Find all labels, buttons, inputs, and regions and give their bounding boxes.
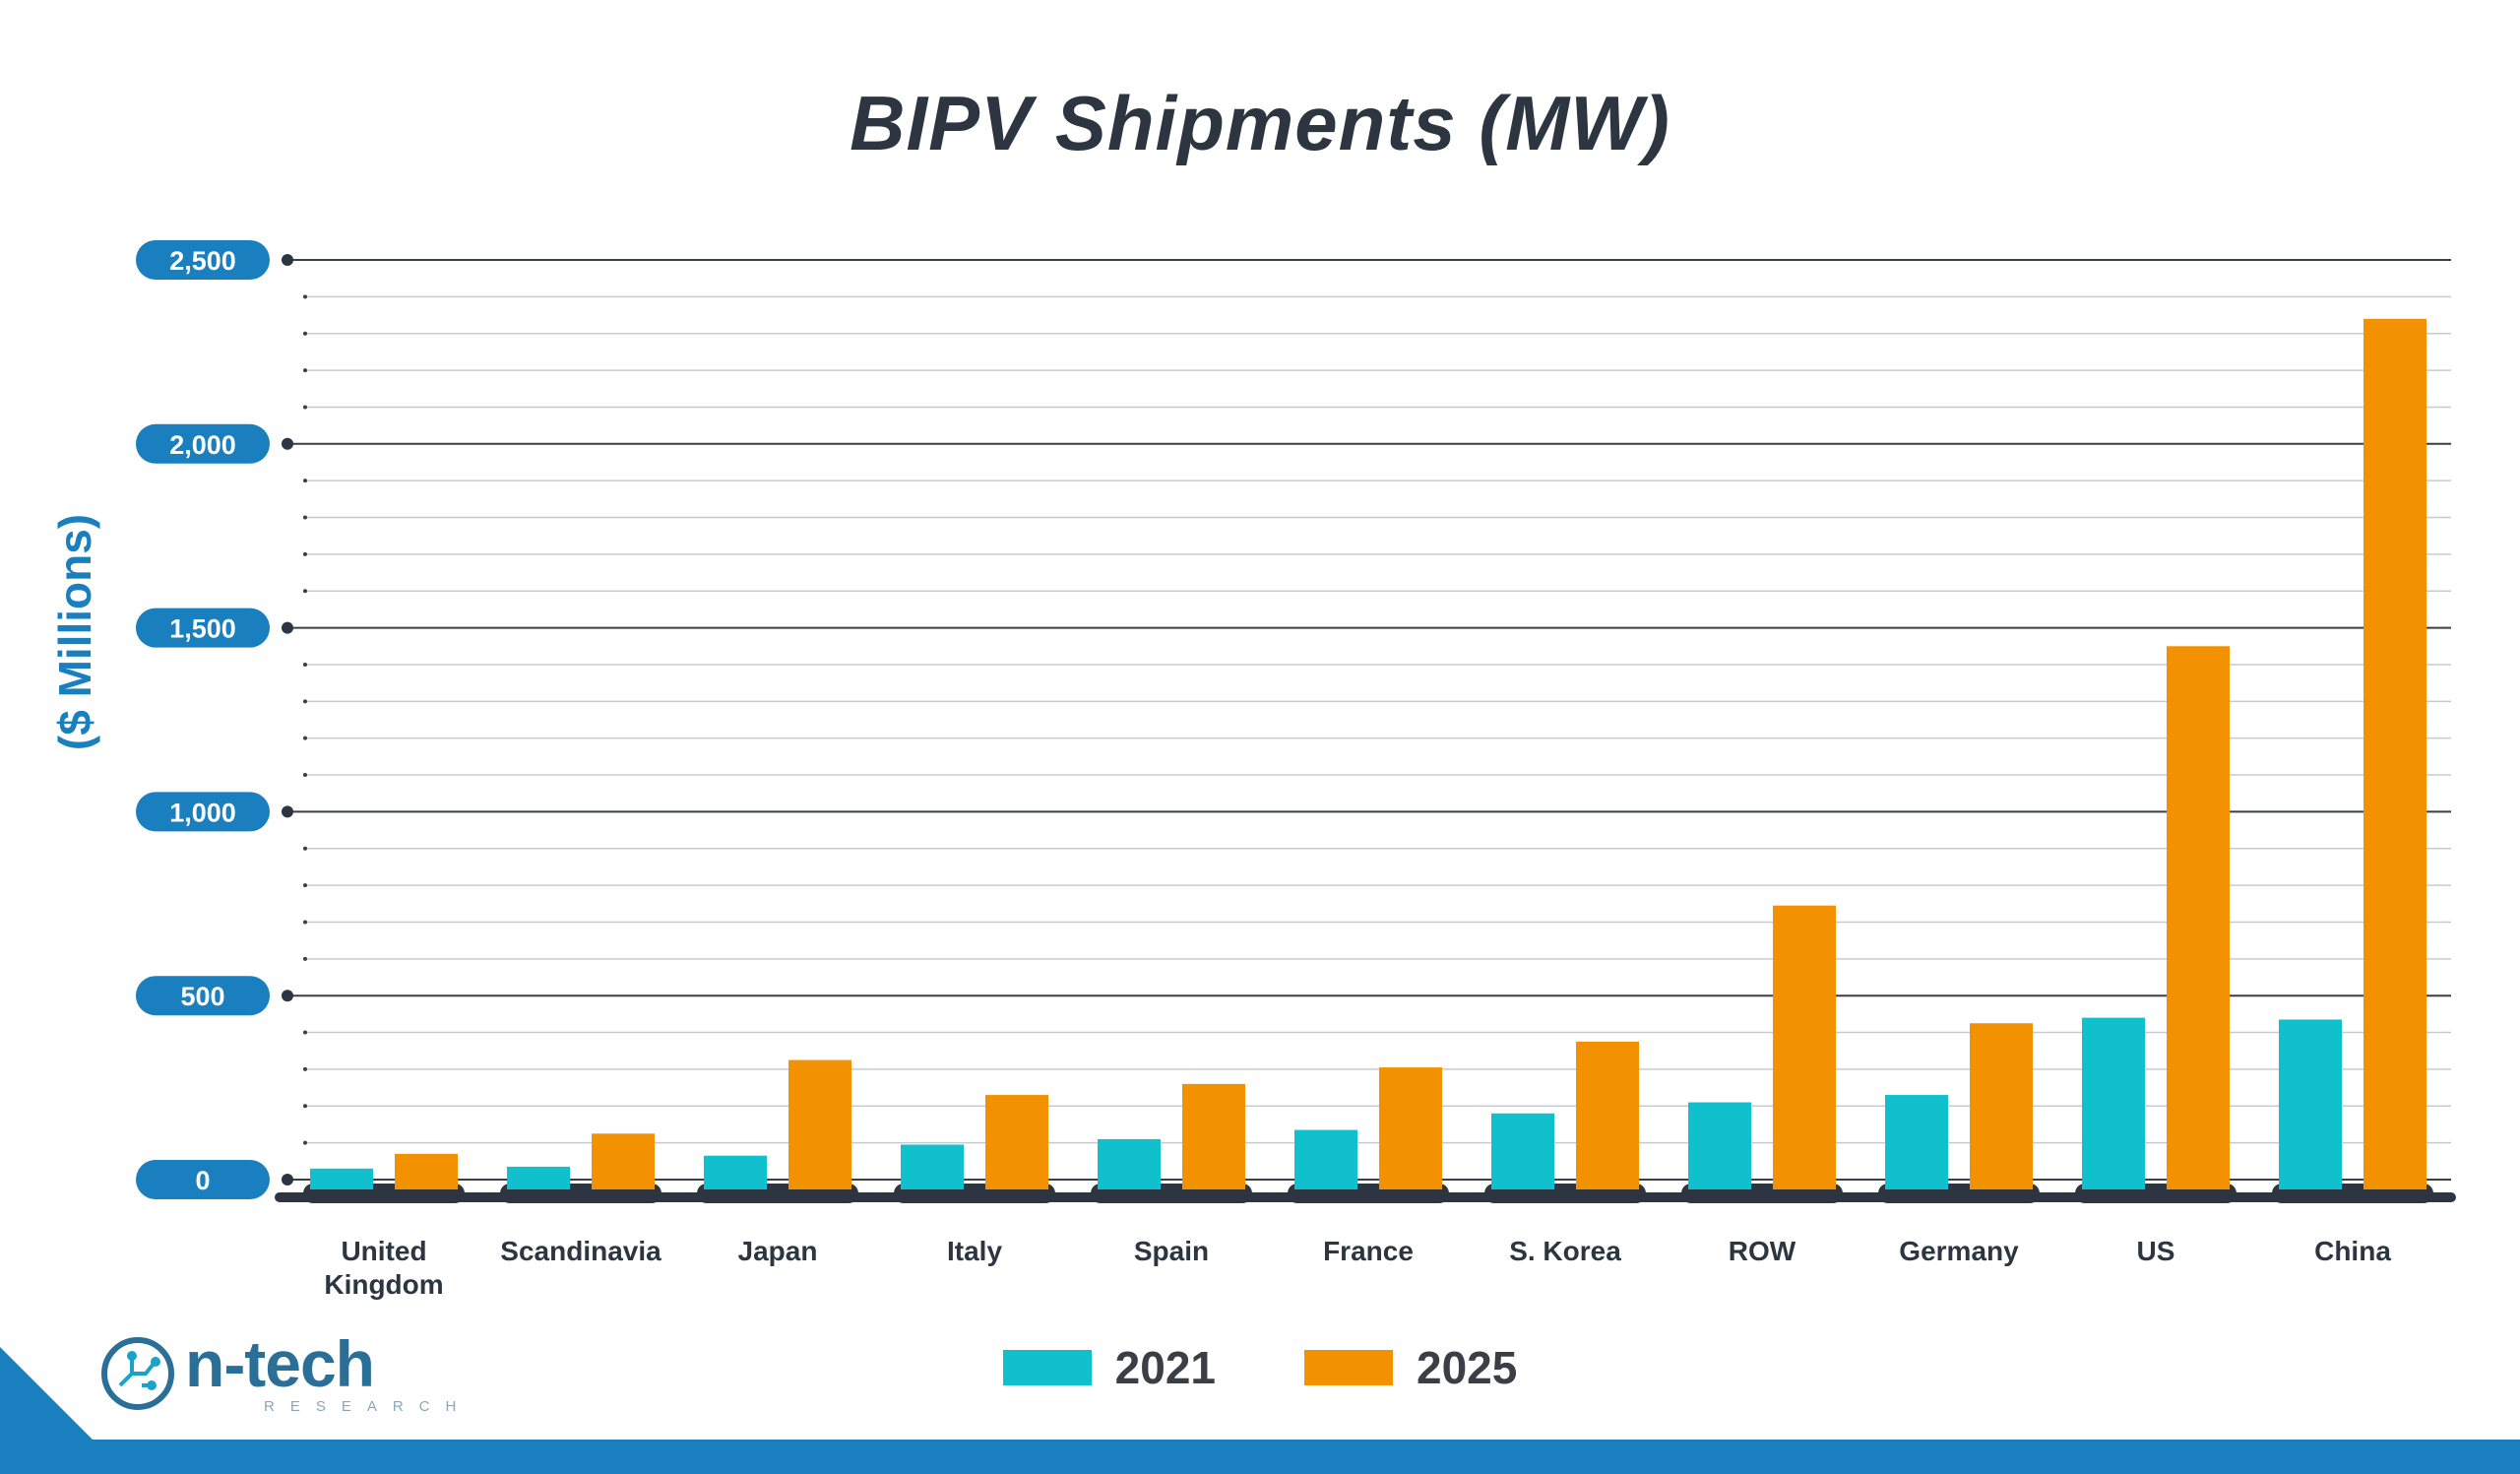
bar-2021 (704, 1155, 767, 1189)
x-tick-label: France (1323, 1236, 1414, 1266)
minor-gridline-dot (303, 1066, 307, 1071)
bar-2021 (1098, 1138, 1161, 1189)
y-tick-pill (136, 423, 270, 464)
minor-gridline-dot (303, 846, 307, 851)
logo-subtitle: RESEARCH (264, 1398, 472, 1415)
minor-gridline-dot (303, 551, 307, 556)
legend-label-2021: 2021 (1114, 1342, 1216, 1393)
y-tick-pill (136, 976, 270, 1016)
bar-2025 (1773, 905, 1836, 1189)
x-tick-label: Kingdom (324, 1269, 443, 1300)
minor-gridline-dot (303, 589, 307, 594)
minor-gridline-dot (303, 294, 307, 299)
minor-gridline-dot (303, 331, 307, 336)
legend-swatch-2021 (1002, 1350, 1092, 1385)
legend: 2021 2025 (0, 1341, 2520, 1394)
minor-gridline-dot (303, 956, 307, 961)
bar-2021 (1294, 1129, 1357, 1189)
x-tick-label: Italy (947, 1236, 1002, 1266)
y-tick-label: 1,500 (169, 614, 236, 644)
ntech-logo: n-tech RESEARCH (98, 1331, 472, 1415)
minor-gridline-dot (303, 1140, 307, 1145)
bar-2021 (2082, 1017, 2145, 1189)
legend-item-2025: 2025 (1304, 1341, 1517, 1394)
legend-item-2021: 2021 (1002, 1341, 1216, 1394)
y-tick-dot (282, 437, 293, 450)
y-tick-dot (282, 990, 293, 1002)
minor-gridline-dot (303, 773, 307, 778)
bar-2021 (1688, 1102, 1751, 1189)
bar-2025 (395, 1153, 458, 1189)
bar-2021 (1491, 1113, 1554, 1189)
corner-accent (0, 1347, 94, 1442)
bar-2025 (788, 1059, 851, 1189)
y-tick-pill (136, 792, 270, 832)
chart-title: BIPV Shipments (MW) (850, 80, 1670, 166)
x-tick-label: Japan (738, 1236, 818, 1266)
bar-2025 (2167, 646, 2230, 1189)
bar-2025 (1379, 1067, 1442, 1189)
bar-2025 (2363, 318, 2426, 1189)
bar-2021 (507, 1166, 570, 1189)
bar-2021 (901, 1144, 964, 1189)
y-tick-pill (136, 240, 270, 280)
y-tick-label: 2,500 (169, 246, 236, 276)
bar-2021 (1885, 1095, 1948, 1189)
y-tick-dot (282, 254, 293, 266)
y-tick-label: 1,000 (169, 798, 236, 827)
bar-2025 (1970, 1023, 2033, 1189)
x-tick-label: Germany (1899, 1236, 2019, 1266)
legend-swatch-2025 (1304, 1350, 1393, 1385)
minor-gridline-dot (303, 1104, 307, 1109)
x-tick-label: Spain (1134, 1236, 1209, 1266)
minor-gridline-dot (303, 515, 307, 520)
bars (275, 318, 2456, 1203)
logo-name: n-tech (185, 1327, 375, 1400)
minor-gridline-dot (303, 368, 307, 373)
y-tick-dot (282, 805, 293, 818)
minor-gridline-dot (303, 479, 307, 483)
y-tick-pill (136, 608, 270, 648)
y-axis-ticks: 2,500 2,000 1,500 1,000 500 0 (136, 240, 293, 1199)
x-tick-label: United (341, 1236, 426, 1266)
y-tick-dot (282, 1174, 293, 1186)
minor-gridline-dot (303, 699, 307, 704)
minor-gridline-dot (303, 883, 307, 888)
x-tick-label: Scandinavia (500, 1236, 662, 1266)
minor-gridline-dot (303, 920, 307, 925)
y-tick-label: 500 (180, 982, 224, 1011)
minor-gridline-dot (303, 662, 307, 667)
minor-gridline-dot (303, 405, 307, 410)
legend-label-2025: 2025 (1417, 1342, 1518, 1393)
bar-2025 (1182, 1083, 1245, 1189)
y-tick-dot (282, 621, 293, 634)
bar-2021 (2279, 1019, 2342, 1189)
x-tick-label: China (2314, 1236, 2391, 1266)
bar-2025 (985, 1095, 1048, 1189)
bar-2025 (592, 1133, 655, 1189)
x-tick-label: S. Korea (1509, 1236, 1621, 1266)
logo-circuit-icon (101, 1336, 174, 1410)
x-tick-label: US (2137, 1236, 2175, 1266)
y-tick-pill (136, 1160, 270, 1199)
y-tick-label: 0 (195, 1166, 210, 1195)
minor-gridline-dot (303, 1030, 307, 1035)
bar-2021 (310, 1168, 373, 1189)
x-tick-label: ROW (1729, 1236, 1796, 1266)
footer-bar (0, 1440, 2520, 1474)
y-tick-label: 2,000 (169, 430, 236, 460)
minor-gridline-dot (303, 736, 307, 740)
bar-2025 (1576, 1041, 1639, 1189)
